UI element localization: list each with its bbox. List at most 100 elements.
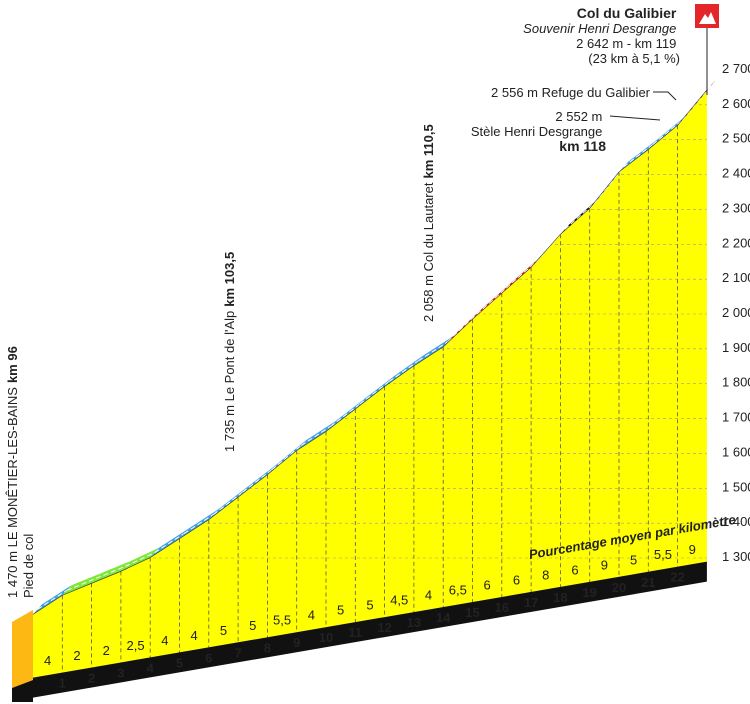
gradient-label: 4	[308, 608, 315, 623]
y-tick-label: 2 500 m	[722, 131, 750, 146]
gradient-label: 8	[542, 567, 549, 582]
gradient-label: 6	[484, 577, 491, 592]
annotation-km: km 103,5	[222, 252, 237, 307]
gradient-band	[62, 573, 101, 596]
km-label: 14	[436, 610, 451, 625]
title: Col du Galibier	[577, 5, 677, 21]
km-label: 22	[670, 570, 684, 585]
gradient-label: 4	[161, 633, 168, 648]
leader-line	[653, 91, 677, 101]
km-label: 9	[293, 635, 300, 650]
km-label: 8	[264, 640, 271, 655]
gradient-label: 5	[337, 603, 344, 618]
gradient-label: 4	[191, 628, 198, 643]
annotation-text: 1 735 m Le Pont de l'Alp	[222, 311, 237, 452]
annotation-text: 2 556 m Refuge du Galibier	[491, 85, 651, 100]
gradient-label: 6	[513, 572, 520, 587]
y-tick-label: 2 000 m	[722, 305, 750, 320]
y-tick-label: 1 800 m	[722, 375, 750, 390]
band-dash	[388, 360, 419, 382]
km-label: 6	[205, 650, 212, 665]
gradient-label: 2,5	[127, 638, 145, 653]
km-label: 12	[377, 620, 391, 635]
km-label: 7	[234, 645, 241, 660]
summit: 2 642 m - km 119	[576, 36, 676, 51]
flag-icon	[699, 12, 716, 24]
km-label: 21	[641, 575, 655, 590]
gradient-label: 5	[220, 623, 227, 638]
band-dash	[242, 469, 273, 493]
y-tick-label: 1 500 m	[722, 479, 750, 494]
annotation-km: km 110,5	[421, 124, 436, 178]
y-tick-label: 2 100 m	[722, 270, 750, 285]
annotation: 1 470 m LE MONÊTIER-LES-BAINS km 96	[5, 346, 20, 598]
gradient-label: 5,5	[654, 547, 672, 562]
annotation-km: km 118	[559, 138, 606, 154]
leader-line	[609, 115, 661, 121]
band-dash	[505, 261, 536, 289]
band-dash	[95, 565, 126, 579]
y-tick-label: 2 300 m	[722, 200, 750, 215]
gradient-label: 2	[73, 648, 80, 663]
summary: (23 km à 5,1 %)	[588, 51, 680, 66]
profile: 1 300 m 1 400 m 1 500 m 1 600 m 1 700 m 1 800…	[32, 61, 750, 698]
altitude-line	[32, 89, 708, 615]
profile-face	[33, 89, 707, 678]
annotation: 2 552 m Stèle Henri Desgrange km 118	[471, 109, 606, 154]
y-tick-label: 2 700 m	[722, 61, 750, 76]
gradient-label: 9	[689, 542, 696, 557]
gradient-label: 6	[571, 562, 578, 577]
km-label: 16	[495, 600, 509, 615]
title-block: Col du Galibier Souvenir Henri Desgrange…	[523, 5, 680, 66]
gradient-label: 4	[44, 653, 51, 668]
band-dash	[37, 589, 68, 610]
band-dash	[212, 491, 243, 516]
band-dash	[447, 313, 478, 343]
band-dash	[271, 445, 302, 471]
annotation-note: Pied de col	[21, 534, 36, 598]
annotation-text: 2 058 m Col du Lautaret	[421, 182, 436, 322]
km-label: 4	[147, 660, 155, 675]
front-base	[12, 680, 33, 702]
annotation-text: 1 470 m LE MONÊTIER-LES-BAINS	[5, 387, 20, 598]
gradient-label: 5	[249, 618, 256, 633]
gradient-label: 9	[601, 557, 608, 572]
y-tick-label: 2 400 m	[722, 166, 750, 181]
band-dash	[359, 381, 390, 405]
gradient-label: 6,5	[449, 583, 467, 598]
km-label: 20	[612, 580, 626, 595]
gradient-band	[91, 561, 130, 584]
band-dash	[330, 403, 361, 427]
km-label: 2	[88, 671, 95, 686]
y-tick-label: 1 600 m	[722, 444, 750, 459]
annotation: 1 735 m Le Pont de l'Alp km 103,5	[222, 252, 237, 452]
annotation: 2 058 m Col du Lautaret km 110,5	[421, 124, 436, 322]
km-label: 1	[59, 676, 66, 691]
y-tick-label: 1 700 m	[722, 410, 750, 425]
base-band	[33, 561, 707, 698]
gradient-label: 4	[425, 588, 432, 603]
band-dash	[418, 341, 448, 362]
gradient-label: 5	[630, 552, 637, 567]
y-tick-label: 2 200 m	[722, 235, 750, 250]
subtitle: Souvenir Henri Desgrange	[523, 21, 676, 36]
km-label: 5	[176, 655, 183, 670]
band-dash	[154, 533, 185, 553]
front-face	[12, 610, 33, 688]
km-label: 3	[117, 665, 124, 680]
annotation-km: km 96	[5, 346, 20, 383]
y-tick-label: 2 600 m	[722, 96, 750, 111]
band-dash	[652, 119, 683, 145]
km-label: 18	[553, 590, 567, 605]
band-dash	[476, 287, 507, 315]
y-tick-label: 1 400 m	[722, 514, 750, 529]
km-label: 19	[582, 585, 596, 600]
band-dash	[125, 552, 155, 567]
gradient-label: 2	[103, 643, 110, 658]
y-tick-label: 1 300 m	[722, 549, 750, 564]
km-label: 17	[524, 595, 538, 610]
gradient-label: 5,5	[273, 613, 291, 628]
band-dash	[183, 514, 214, 535]
km-label: 15	[465, 605, 479, 620]
band-dash	[623, 144, 654, 168]
